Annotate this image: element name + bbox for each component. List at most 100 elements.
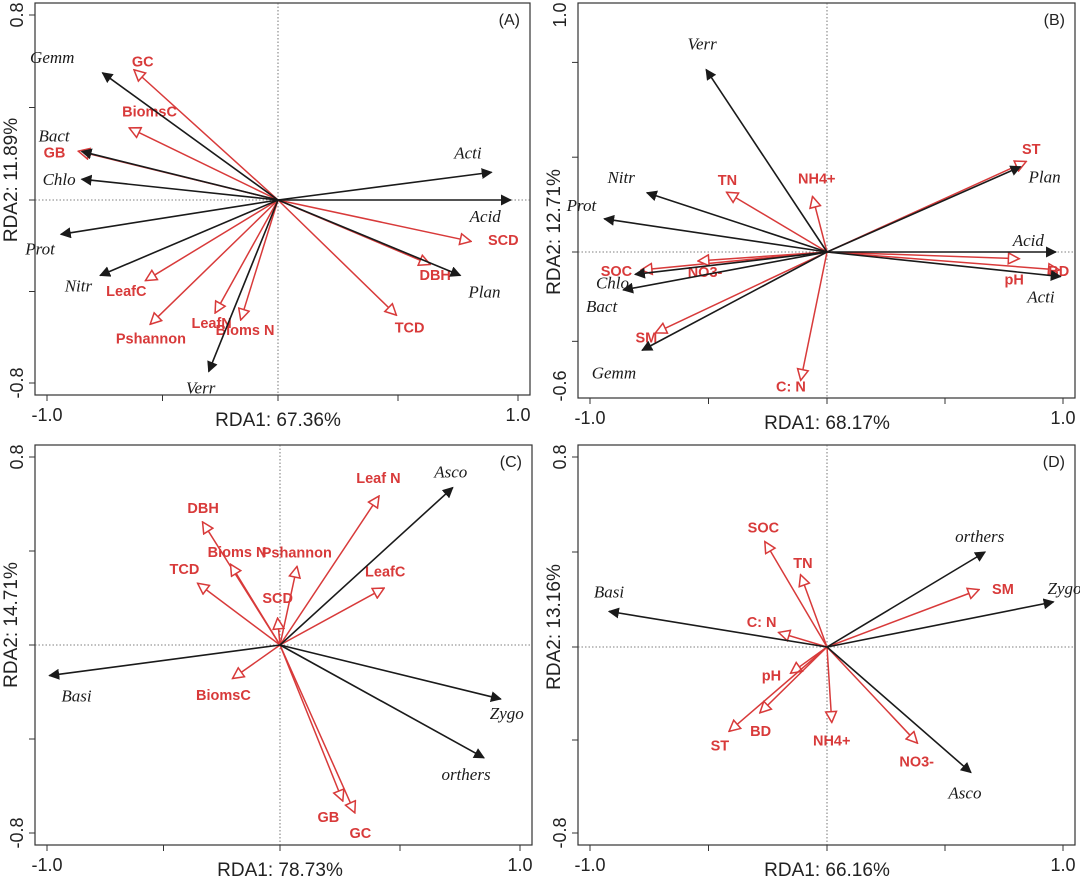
x-tick-label: -1.0 [31,405,62,425]
species-label: Asco [433,463,467,482]
y-tick-label: 0.8 [7,444,27,469]
env-label: ST [1022,142,1041,158]
species-arrow [80,174,279,201]
env-label: SM [992,582,1014,598]
species-arrow [279,644,502,703]
x-tick-label: -1.0 [31,855,62,875]
env-label: C: N [747,615,777,631]
species-label: Chlo [43,170,76,189]
species-arrow [705,68,828,253]
env-arrow [135,71,279,201]
rda-panel-C: 0.8 -0.8-1.0 1.0 RDA1: 78.73% RDA2: 14.71% (C… [1,444,533,877]
env-label: SOC [748,521,780,537]
species-arrow [48,644,281,680]
x-tick-label: 1.0 [1050,855,1075,875]
y-tick-label: -0.8 [550,817,570,848]
env-label: Bioms N [216,323,275,339]
env-label: GC [132,55,154,71]
y-axis-title: RDA2: 14.71% [1,562,22,688]
env-label: NH4+ [798,171,835,187]
species-label: Basi [61,687,92,706]
env-arrow [279,567,297,646]
env-label: NH4+ [813,733,850,749]
env-arrow [231,565,281,646]
env-arrow [826,251,1018,259]
env-label: DBH [187,501,218,517]
species-arrow [633,251,828,279]
species-arrow [207,199,279,373]
x-axis-title: RDA1: 78.73% [217,860,343,877]
env-arrow [279,644,342,800]
x-axis-title: RDA1: 67.36% [215,410,341,431]
y-tick-label: 0.8 [7,2,27,27]
species-label: Prot [566,196,598,215]
species-arrow [826,165,1022,253]
species-label: Gemm [30,48,74,67]
species-arrow [603,214,828,253]
env-arrow [216,199,279,312]
env-label: Pshannon [116,332,186,348]
species-arrow [645,190,828,253]
species-label: orthers [441,765,491,784]
env-arrow [780,633,828,648]
env-label: Leaf N [356,471,400,487]
species-arrow [277,199,462,277]
y-axis-title: RDA2: 12.71% [544,169,565,295]
env-label: SCD [488,233,519,249]
env-label: BD [1048,264,1069,280]
env-arrow [279,497,378,646]
x-tick-label: -1.0 [574,408,605,428]
env-arrow [241,199,279,319]
env-arrow [765,543,828,648]
env-label: GB [44,145,66,161]
y-tick-label: 1.0 [550,2,570,27]
env-label: LeafN [191,316,231,332]
env-label: DBH [419,268,450,284]
env-arrow [801,251,828,379]
env-label: TN [793,556,812,572]
env-arrow [233,644,281,678]
x-axis-title: RDA1: 66.16% [764,860,890,877]
species-label: Zygo [1048,579,1080,598]
species-arrow [622,251,828,294]
env-label: TCD [395,320,425,336]
species-label: Zygo [490,704,524,723]
env-label: pH [762,669,781,685]
env-arrow [198,584,281,646]
env-label: ST [711,739,730,755]
env-label: TN [718,173,737,189]
env-label: BD [750,724,771,740]
env-arrow [279,644,354,812]
env-label: SOC [601,264,633,280]
env-arrow [279,589,383,646]
x-tick-label: 1.0 [505,405,530,425]
species-label: Plan [1028,168,1061,187]
env-label: GB [318,810,340,826]
plot-frame [34,2,531,396]
x-tick-label: 1.0 [507,855,532,875]
x-axis-title: RDA1: 68.17% [764,413,890,434]
species-arrow [279,644,485,759]
species-arrow [826,646,972,774]
species-label: Acti [453,143,482,162]
env-arrow [826,646,917,742]
species-arrow [826,251,1062,282]
env-arrow [826,590,978,648]
env-arrow [151,199,279,324]
species-arrow [59,199,279,239]
species-label: Basi [594,582,625,601]
env-arrow [277,199,396,314]
env-arrow [730,646,828,731]
species-label: Prot [24,239,56,258]
env-arrow [656,251,828,332]
species-arrow [826,598,1055,648]
y-axis-title: RDA2: 11.89% [1,118,22,242]
env-arrow [699,251,828,261]
env-arrow [761,646,828,712]
species-label: Acti [1026,288,1055,307]
species-arrow [607,607,828,648]
species-arrow [99,199,279,277]
env-label: BiomsC [196,688,251,704]
panel-label: (B) [1044,12,1065,29]
